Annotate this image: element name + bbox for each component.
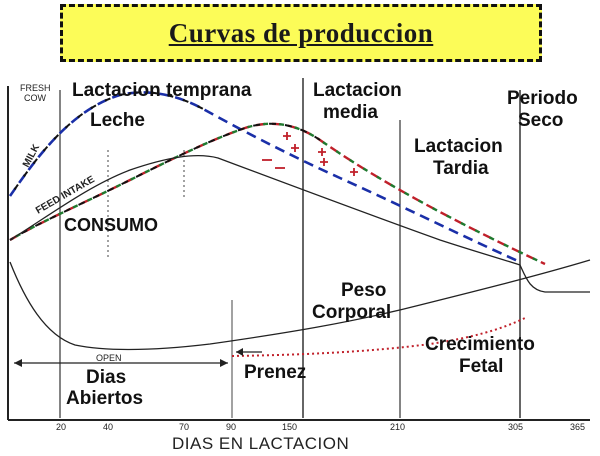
x-tick-210: 210 — [390, 422, 405, 432]
milk-label: Leche — [90, 110, 145, 131]
body-weight-label-2: Corporal — [312, 302, 391, 323]
late-lactation-label-2: Tardia — [433, 158, 489, 179]
late-lactation-curve — [9, 122, 546, 266]
title-banner: Curvas de produccion — [60, 4, 542, 62]
x-tick-150: 150 — [282, 422, 297, 432]
mid-lactation-label-2: media — [323, 102, 378, 123]
open-days-label-2: Abiertos — [66, 388, 143, 409]
x-tick-labels: 20 40 70 90 150 210 305 365 — [56, 422, 585, 432]
fresh-label: FRESH — [20, 83, 51, 93]
x-tick-90: 90 — [226, 422, 236, 432]
intake-curve-overlay — [9, 122, 321, 241]
open-en-label: OPEN — [96, 353, 122, 363]
x-tick-70: 70 — [179, 422, 189, 432]
open-days-label-1: Dias — [86, 367, 126, 388]
intake-marks — [262, 132, 358, 176]
x-tick-40: 40 — [103, 422, 113, 432]
open-days-arrowhead-left — [14, 359, 22, 367]
cow-label: COW — [24, 93, 47, 103]
dry-period-label-2: Seco — [518, 110, 563, 131]
pregnancy-arrowhead — [236, 348, 243, 356]
x-tick-365: 365 — [570, 422, 585, 432]
x-tick-305: 305 — [508, 422, 523, 432]
dry-period-label-1: Periodo — [507, 88, 578, 109]
diagram-title: Curvas de produccion — [168, 17, 434, 48]
mid-lactation-label-1: Lactacion — [313, 80, 402, 101]
x-tick-20: 20 — [56, 422, 66, 432]
fetal-growth-label-1: Crecimiento — [425, 334, 535, 355]
consumption-label: CONSUMO — [64, 215, 158, 235]
late-lactation-label-1: Lactacion — [414, 136, 503, 157]
open-days-arrowhead-right — [220, 359, 228, 367]
body-weight-curve — [9, 259, 591, 351]
body-weight-label-1: Peso — [341, 280, 386, 301]
x-axis-label: DIAS EN LACTACION — [172, 434, 349, 453]
fetal-growth-label-2: Fetal — [459, 356, 503, 377]
consumption-curve — [9, 155, 590, 293]
pregnancy-label: Prenez — [244, 362, 306, 383]
milk-curve — [8, 91, 521, 264]
early-lactation-label: Lactacion temprana — [72, 80, 252, 101]
